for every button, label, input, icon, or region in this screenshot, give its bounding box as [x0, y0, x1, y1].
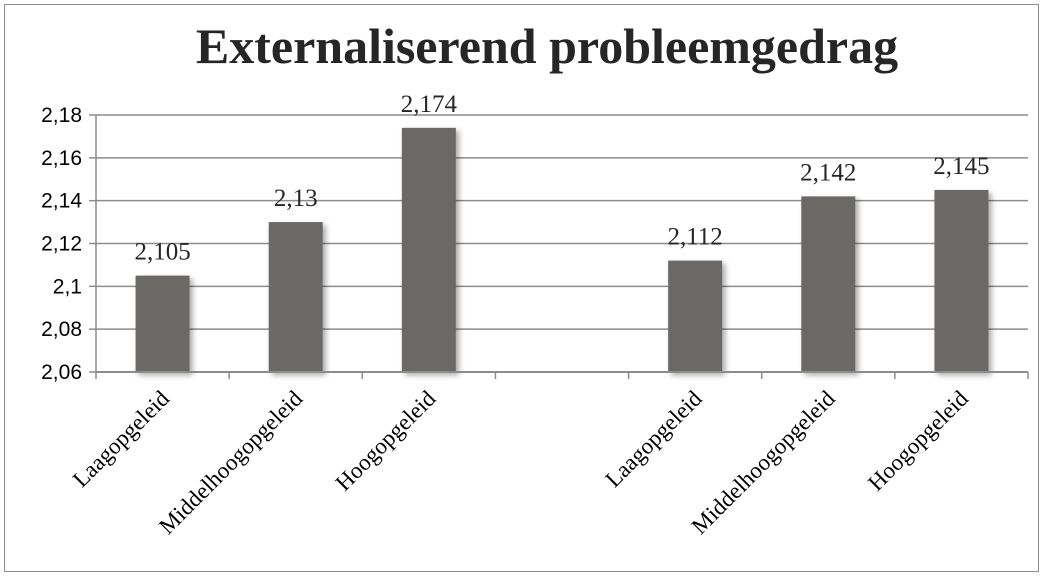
data-label: 2,142 — [800, 159, 856, 186]
bars — [135, 127, 989, 372]
axes — [89, 114, 1029, 379]
data-label: 2,174 — [401, 91, 458, 118]
category-label: Laagopgeleid — [600, 386, 707, 493]
y-tick-label: 2,14 — [41, 190, 82, 213]
y-tick-label: 2,12 — [41, 233, 82, 256]
y-tick-label: 2,16 — [41, 147, 82, 170]
category-label: Laagopgeleid — [68, 386, 175, 493]
y-tick-label: 2,08 — [41, 318, 82, 341]
data-label: 2,13 — [274, 185, 318, 212]
y-tick-label: 2,1 — [53, 275, 82, 298]
y-tick-label: 2,06 — [41, 361, 82, 384]
bar — [135, 275, 190, 372]
data-label: 2,105 — [134, 239, 190, 266]
bar — [401, 127, 456, 372]
bar — [668, 260, 723, 372]
chart-title: Externaliserend probleemgedrag — [196, 18, 898, 74]
bar — [934, 189, 989, 372]
category-label: Middelhoogopgeleid — [154, 386, 308, 540]
y-tick-label: 2,18 — [41, 104, 82, 127]
bar — [268, 222, 323, 372]
data-label: 2,145 — [933, 153, 989, 180]
category-label: Middelhoogopgeleid — [687, 386, 841, 540]
data-label: 2,112 — [667, 224, 722, 251]
category-label: Hoogopgeleid — [863, 386, 973, 496]
grid-lines — [96, 114, 1028, 373]
category-label: Hoogopgeleid — [331, 386, 441, 496]
bar — [801, 196, 856, 372]
